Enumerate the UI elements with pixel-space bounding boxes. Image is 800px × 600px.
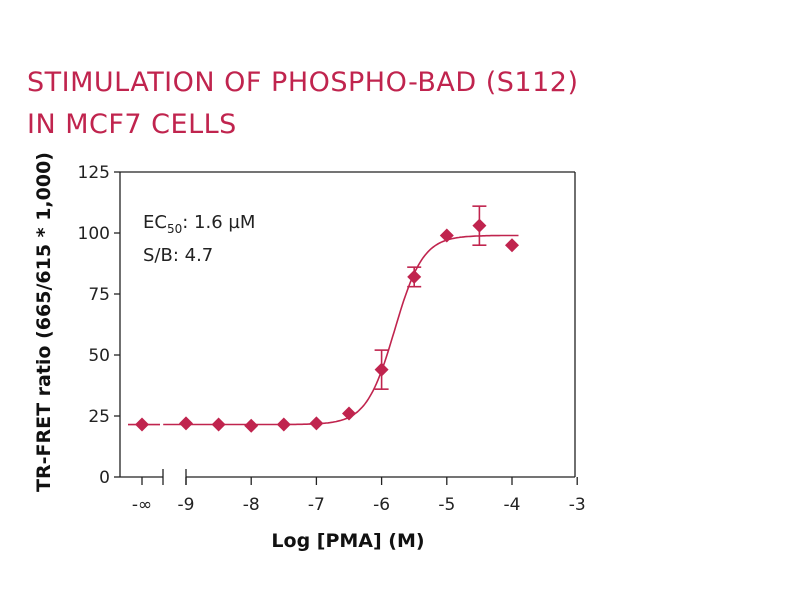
data-point (374, 362, 389, 377)
data-point (244, 418, 259, 433)
x-tick-label: -4 (504, 495, 521, 515)
data-point (472, 218, 487, 233)
ec50-annotation: EC50: 1.6 µM (143, 212, 255, 236)
x-tick-label: -8 (243, 495, 260, 515)
y-tick-label: 75 (88, 285, 110, 305)
data-point (309, 416, 324, 431)
data-point (211, 417, 226, 432)
sb-annotation: S/B: 4.7 (143, 245, 213, 266)
x-axis-label: Log [PMA] (M) (271, 530, 424, 552)
data-point (179, 416, 193, 431)
x-tick-label-baseline: -∞ (132, 495, 152, 515)
data-point (439, 228, 454, 243)
y-axis-label: TR-FRET ratio (665/615 * 1,000) (33, 152, 55, 492)
x-tick-label: -5 (438, 495, 455, 515)
y-tick-label: 0 (99, 468, 110, 488)
chart-title-line-2: IN MCF7 CELLS (27, 109, 237, 140)
y-tick-label: 25 (88, 407, 110, 427)
x-tick-label: -7 (308, 495, 325, 515)
x-tick-label: -9 (178, 495, 195, 515)
chart-title: STIMULATION OF PHOSPHO-BAD (S112) IN MCF… (27, 62, 579, 146)
data-point-baseline (135, 417, 149, 432)
data-point (342, 406, 356, 421)
data-point (276, 417, 291, 432)
y-tick-label: 125 (78, 163, 110, 183)
x-tick-label: -3 (569, 495, 586, 515)
y-tick-label: 100 (78, 224, 110, 244)
data-point (505, 238, 519, 253)
data-point (407, 269, 422, 284)
chart-title-line-1: STIMULATION OF PHOSPHO-BAD (S112) (27, 67, 579, 98)
y-tick-label: 50 (88, 346, 110, 366)
x-tick-label: -6 (373, 495, 390, 515)
fit-curve (163, 234, 519, 426)
